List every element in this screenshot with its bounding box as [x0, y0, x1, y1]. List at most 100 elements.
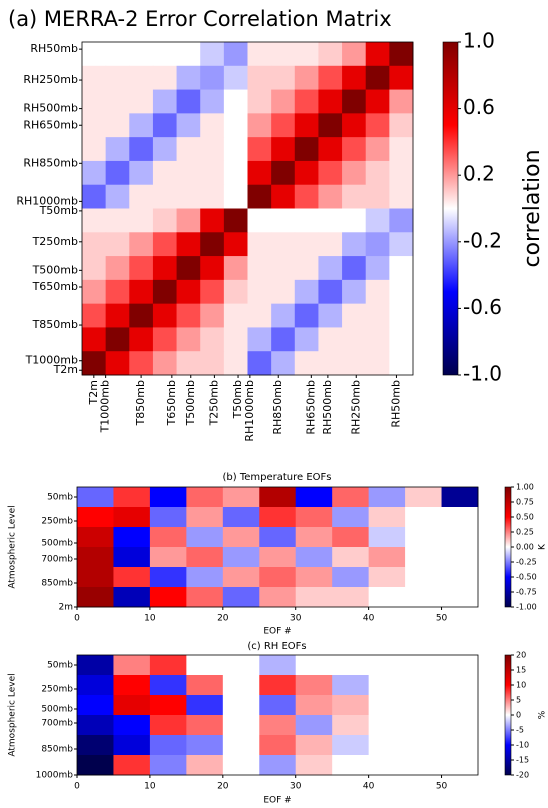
heatmap-cell [295, 655, 333, 676]
heatmap-cell [294, 208, 319, 233]
heatmap-cell [342, 208, 367, 233]
heatmap-cell [365, 303, 390, 328]
heatmap-cell [259, 507, 297, 528]
heatmap-cell [271, 160, 296, 186]
heatmap-cell [152, 42, 177, 67]
heatmap-cell [152, 113, 177, 138]
heatmap-cell [332, 735, 370, 756]
heatmap-cell [82, 137, 107, 162]
colorbar-tick-label: 0.00 [516, 543, 534, 552]
heatmap-cell [200, 89, 225, 114]
heatmap-cell [129, 65, 154, 90]
heatmap-cell [129, 351, 154, 376]
heatmap-cell [186, 675, 224, 696]
heatmap-cell [368, 755, 406, 776]
x-tick-label: 10 [144, 614, 156, 624]
heatmap-cell [294, 303, 319, 328]
heatmap-cell [186, 587, 224, 608]
heatmap-cell [368, 735, 406, 756]
heatmap-cell [294, 279, 319, 305]
heatmap-cell [389, 42, 414, 67]
heatmap-cell [389, 232, 414, 257]
colorbar-tick-label: -10 [516, 741, 529, 750]
heatmap-cell [259, 655, 297, 676]
heatmap-cell [82, 303, 107, 328]
heatmap-cell [222, 755, 260, 776]
heatmap-cell [129, 232, 154, 257]
heatmap-cell [342, 42, 367, 67]
heatmap-cell [318, 232, 343, 257]
heatmap-cell [342, 303, 367, 328]
heatmap-cell [259, 547, 297, 568]
heatmap-cell [129, 327, 154, 352]
heatmap-cell [295, 715, 333, 736]
heatmap-cell [365, 137, 390, 162]
heatmap-cell [129, 208, 154, 233]
x-tick-label: 20 [217, 614, 229, 624]
heatmap-cell [259, 675, 297, 696]
heatmap-cell [332, 527, 370, 548]
heatmap-cell [222, 735, 260, 756]
plot-frame [76, 486, 479, 608]
heatmap-cell [77, 487, 114, 508]
heatmap-cell [259, 715, 297, 736]
colorbar-tick-label: -20 [516, 771, 529, 780]
heatmap-cell [389, 351, 414, 376]
heatmap-cell [129, 184, 154, 209]
heatmap-cell [186, 507, 224, 528]
heatmap-cell [186, 735, 224, 756]
heatmap-cell [294, 89, 319, 114]
heatmap-cell [105, 184, 130, 209]
colorbar-tick-label: -0.2 [463, 228, 502, 252]
heatmap-cell [152, 351, 177, 376]
heatmap-cell [152, 256, 177, 281]
heatmap-cell [105, 42, 130, 67]
heatmap-cell [318, 89, 343, 114]
heatmap-cell [259, 755, 297, 776]
heatmap-cell [389, 113, 414, 138]
heatmap-cell [200, 208, 225, 233]
heatmap-cell [223, 89, 248, 114]
heatmap-cell [389, 89, 414, 114]
heatmap-cell [186, 547, 224, 568]
heatmap-cell [77, 755, 114, 776]
heatmap-cell [294, 327, 319, 352]
heatmap-cell [365, 89, 390, 114]
heatmap-cell [105, 327, 130, 352]
x-tick-label: T500mb [184, 380, 197, 426]
heatmap-cell [113, 715, 151, 736]
x-tick-label: 0 [74, 614, 80, 624]
heatmap-cell [152, 184, 177, 209]
colorbar-tick-label: 0.25 [516, 528, 534, 537]
heatmap-cell [82, 232, 107, 257]
heatmap-cell [318, 279, 343, 305]
colorbar-label: correlation [520, 149, 545, 267]
x-tick-label: T1000mb [99, 380, 112, 433]
heatmap-cell [222, 487, 260, 508]
y-tick-label: 700mb [41, 719, 73, 729]
x-axis-label: EOF # [263, 627, 291, 637]
heatmap-cell [441, 735, 479, 756]
heatmap-cell [332, 507, 370, 528]
heatmap-cell [247, 232, 272, 257]
colorbar-label: K [538, 543, 548, 550]
heatmap-cell [318, 42, 343, 67]
heatmap-cell [389, 137, 414, 162]
heatmap-cell [77, 695, 114, 716]
heatmap-cell [318, 160, 343, 186]
y-tick-label: 500mb [41, 539, 73, 549]
heatmap-cell [365, 232, 390, 257]
heatmap-cell [405, 735, 442, 756]
x-tick-label: 50 [436, 782, 448, 792]
heatmap-cell [152, 137, 177, 162]
y-tick-label: T50mb [39, 204, 78, 217]
heatmap-cell [368, 567, 406, 588]
heatmap-cell [332, 755, 370, 776]
heatmap-cell [332, 487, 370, 508]
heatmap-cell [176, 160, 201, 186]
heatmap-cell [113, 567, 151, 588]
heatmap-cell [176, 256, 201, 281]
y-tick-label: 850mb [41, 745, 73, 755]
heatmap-cell [441, 715, 479, 736]
heatmap-cell [200, 137, 225, 162]
